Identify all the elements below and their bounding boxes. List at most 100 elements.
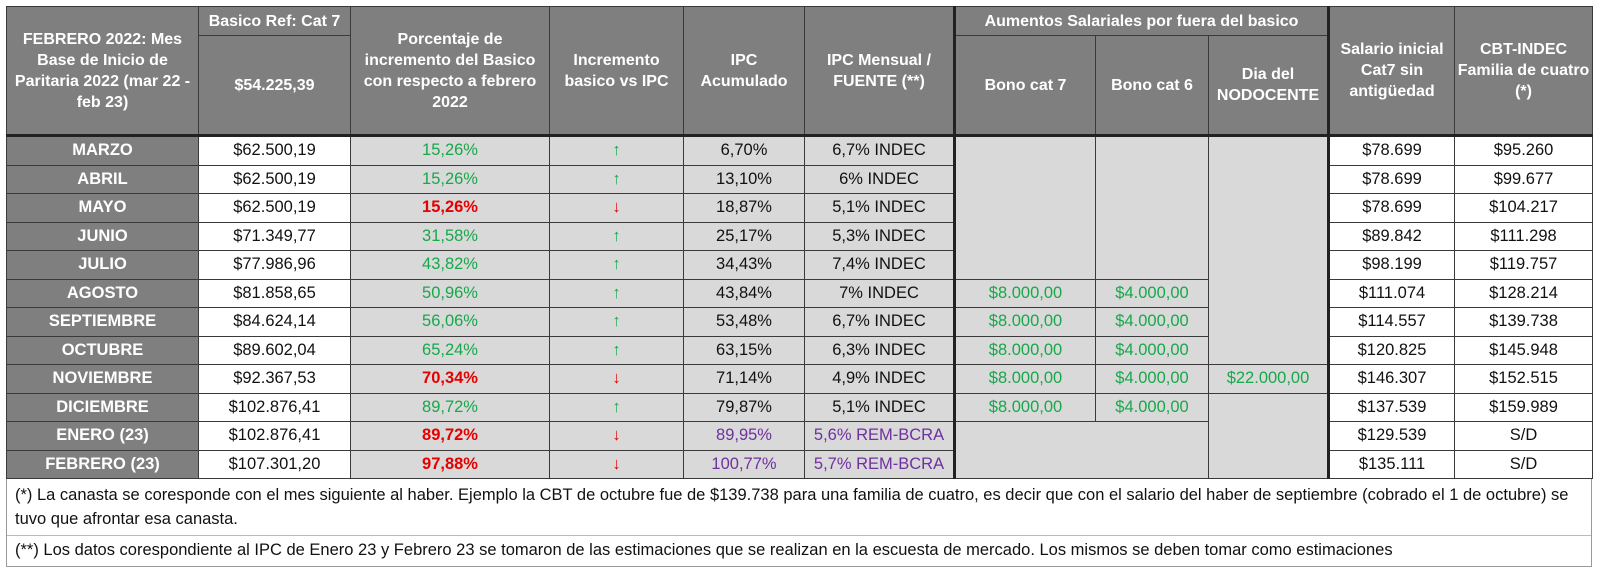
bono-cat6-cell: $4.000,00 bbox=[1095, 307, 1209, 337]
table-row: JULIO $77.986,96 43,82% ↑ 34,43% 7,4% INDEC $9… bbox=[6, 250, 1594, 280]
ipc-mensual-cell: 6,7% INDEC bbox=[804, 307, 955, 337]
porcentaje-cell: 97,88% bbox=[350, 449, 550, 479]
ipc-mensual-cell: 5,1% INDEC bbox=[804, 193, 955, 223]
header-aumentos: Aumentos Salariales por fuera del basico bbox=[952, 6, 1331, 36]
salary-table-document: FEBRERO 2022: Mes Base de Inicio de Pari… bbox=[6, 6, 1594, 567]
month-cell: MARZO bbox=[6, 135, 199, 166]
table-row: ENERO (23) $102.876,41 89,72% ↓ 89,95% 5,6% R… bbox=[6, 421, 1594, 479]
basico-cell: $107.301,20 bbox=[198, 449, 351, 479]
cbt-cell: S/D bbox=[1454, 449, 1594, 479]
basico-cell: $81.858,65 bbox=[198, 278, 351, 308]
porcentaje-cell: 43,82% bbox=[350, 250, 550, 280]
header-basico-ref-label: Basico Ref: Cat 7 bbox=[198, 6, 351, 36]
arrow-up-icon: ↑ bbox=[549, 221, 684, 251]
header-cbt: CBT-INDEC Familia de cuatro (*) bbox=[1454, 6, 1594, 137]
arrow-down-icon: ↓ bbox=[549, 364, 684, 394]
ipc-mensual-cell: 6,3% INDEC bbox=[804, 335, 955, 365]
porcentaje-cell: 56,06% bbox=[350, 307, 550, 337]
table-row: SEPTIEMBRE $84.624,14 56,06% ↑ 53,48% 6,7% IN… bbox=[6, 307, 1594, 337]
ipc-acumulado-cell: 34,43% bbox=[683, 250, 805, 280]
footnotes: (*) La canasta se coresponde con el mes … bbox=[6, 479, 1592, 567]
ipc-acumulado-cell: 71,14% bbox=[683, 364, 805, 394]
ipc-acumulado-cell: 25,17% bbox=[683, 221, 805, 251]
ipc-mensual-cell: 5,7% REM-BCRA bbox=[804, 449, 955, 479]
ipc-mensual-cell: 6% INDEC bbox=[804, 164, 955, 194]
bono-cat6-cell: $4.000,00 bbox=[1095, 364, 1209, 394]
ipc-mensual-cell: 5,6% REM-BCRA bbox=[804, 421, 955, 451]
arrow-down-icon: ↓ bbox=[549, 421, 684, 451]
table-body: MARZO $62.500,19 15,26% ↑ 6,70% 6,7% INDEC $78… bbox=[6, 135, 1594, 479]
basico-cell: $102.876,41 bbox=[198, 392, 351, 422]
bono-empty-cell bbox=[953, 421, 1209, 479]
ipc-mensual-cell: 4,9% INDEC bbox=[804, 364, 955, 394]
porcentaje-cell: 50,96% bbox=[350, 278, 550, 308]
cbt-cell: $145.948 bbox=[1454, 335, 1594, 365]
dia-nodocente-cell bbox=[1207, 392, 1331, 479]
header-dia-nodocente: Dia del NODOCENTE bbox=[1207, 35, 1331, 137]
bono-cat6-cell bbox=[1095, 135, 1209, 280]
ipc-mensual-cell: 5,3% INDEC bbox=[804, 221, 955, 251]
month-cell: DICIEMBRE bbox=[6, 392, 199, 422]
header-incremento: Incremento basico vs IPC bbox=[549, 6, 684, 137]
month-cell: ENERO (23) bbox=[6, 421, 199, 451]
basico-cell: $62.500,19 bbox=[198, 135, 351, 166]
bono-cat6-cell: $4.000,00 bbox=[1095, 335, 1209, 365]
header-salario: Salario inicial Cat7 sin antigüedad bbox=[1328, 6, 1456, 137]
porcentaje-cell: 15,26% bbox=[350, 164, 550, 194]
porcentaje-cell: 65,24% bbox=[350, 335, 550, 365]
header-bono-cat7: Bono cat 7 bbox=[953, 35, 1096, 137]
basico-cell: $71.349,77 bbox=[198, 221, 351, 251]
bono-cat7-cell: $8.000,00 bbox=[953, 307, 1096, 337]
month-cell: NOVIEMBRE bbox=[6, 364, 199, 394]
table-row: MARZO $62.500,19 15,26% ↑ 6,70% 6,7% INDEC $78… bbox=[6, 135, 1594, 365]
ipc-acumulado-cell: 53,48% bbox=[683, 307, 805, 337]
table-row: FEBRERO (23) $107.301,20 97,88% ↓ 100,77% 5,7… bbox=[6, 449, 1594, 479]
salario-cell: $78.699 bbox=[1328, 193, 1456, 223]
porcentaje-cell: 70,34% bbox=[350, 364, 550, 394]
cbt-cell: $95.260 bbox=[1454, 135, 1594, 166]
arrow-up-icon: ↑ bbox=[549, 278, 684, 308]
month-cell: FEBRERO (23) bbox=[6, 449, 199, 479]
porcentaje-cell: 31,58% bbox=[350, 221, 550, 251]
basico-cell: $89.602,04 bbox=[198, 335, 351, 365]
header-ipc-acumulado: IPC Acumulado bbox=[683, 6, 805, 137]
table-row: OCTUBRE $89.602,04 65,24% ↑ 63,15% 6,3% INDEC… bbox=[6, 335, 1594, 365]
ipc-mensual-cell: 7% INDEC bbox=[804, 278, 955, 308]
header-bono-cat6: Bono cat 6 bbox=[1095, 35, 1209, 137]
arrow-up-icon: ↑ bbox=[549, 164, 684, 194]
basico-cell: $62.500,19 bbox=[198, 193, 351, 223]
month-cell: OCTUBRE bbox=[6, 335, 199, 365]
ipc-acumulado-cell: 79,87% bbox=[683, 392, 805, 422]
basico-cell: $62.500,19 bbox=[198, 164, 351, 194]
cbt-cell: S/D bbox=[1454, 421, 1594, 451]
ipc-acumulado-cell: 63,15% bbox=[683, 335, 805, 365]
table-row: NOVIEMBRE $92.367,53 70,34% ↓ 71,14% 4,9% IND… bbox=[6, 364, 1594, 394]
arrow-up-icon: ↑ bbox=[549, 307, 684, 337]
ipc-acumulado-cell: 13,10% bbox=[683, 164, 805, 194]
header-mes-base: FEBRERO 2022: Mes Base de Inicio de Pari… bbox=[6, 6, 199, 137]
porcentaje-cell: 15,26% bbox=[350, 135, 550, 166]
month-cell: JULIO bbox=[6, 250, 199, 280]
bono-cat7-cell: $8.000,00 bbox=[953, 392, 1096, 422]
month-cell: AGOSTO bbox=[6, 278, 199, 308]
porcentaje-cell: 15,26% bbox=[350, 193, 550, 223]
header-ipc-mensual: IPC Mensual / FUENTE (**) bbox=[804, 6, 955, 137]
salario-cell: $98.199 bbox=[1328, 250, 1456, 280]
header-basico-ref-value: $54.225,39 bbox=[198, 35, 351, 137]
porcentaje-cell: 89,72% bbox=[350, 421, 550, 451]
cbt-cell: $152.515 bbox=[1454, 364, 1594, 394]
month-cell: ABRIL bbox=[6, 164, 199, 194]
ipc-acumulado-cell: 100,77% bbox=[683, 449, 805, 479]
month-cell: SEPTIEMBRE bbox=[6, 307, 199, 337]
month-cell: MAYO bbox=[6, 193, 199, 223]
bono-cat7-cell: $8.000,00 bbox=[953, 278, 1096, 308]
arrow-up-icon: ↑ bbox=[549, 135, 684, 166]
cbt-cell: $139.738 bbox=[1454, 307, 1594, 337]
cbt-cell: $99.677 bbox=[1454, 164, 1594, 194]
arrow-down-icon: ↓ bbox=[549, 449, 684, 479]
footnote-cbt: (*) La canasta se coresponde con el mes … bbox=[7, 479, 1591, 536]
bono-cat7-cell: $8.000,00 bbox=[953, 335, 1096, 365]
salario-cell: $129.539 bbox=[1328, 421, 1456, 451]
bono-cat6-cell: $4.000,00 bbox=[1095, 392, 1209, 422]
bono-cat6-cell: $4.000,00 bbox=[1095, 278, 1209, 308]
